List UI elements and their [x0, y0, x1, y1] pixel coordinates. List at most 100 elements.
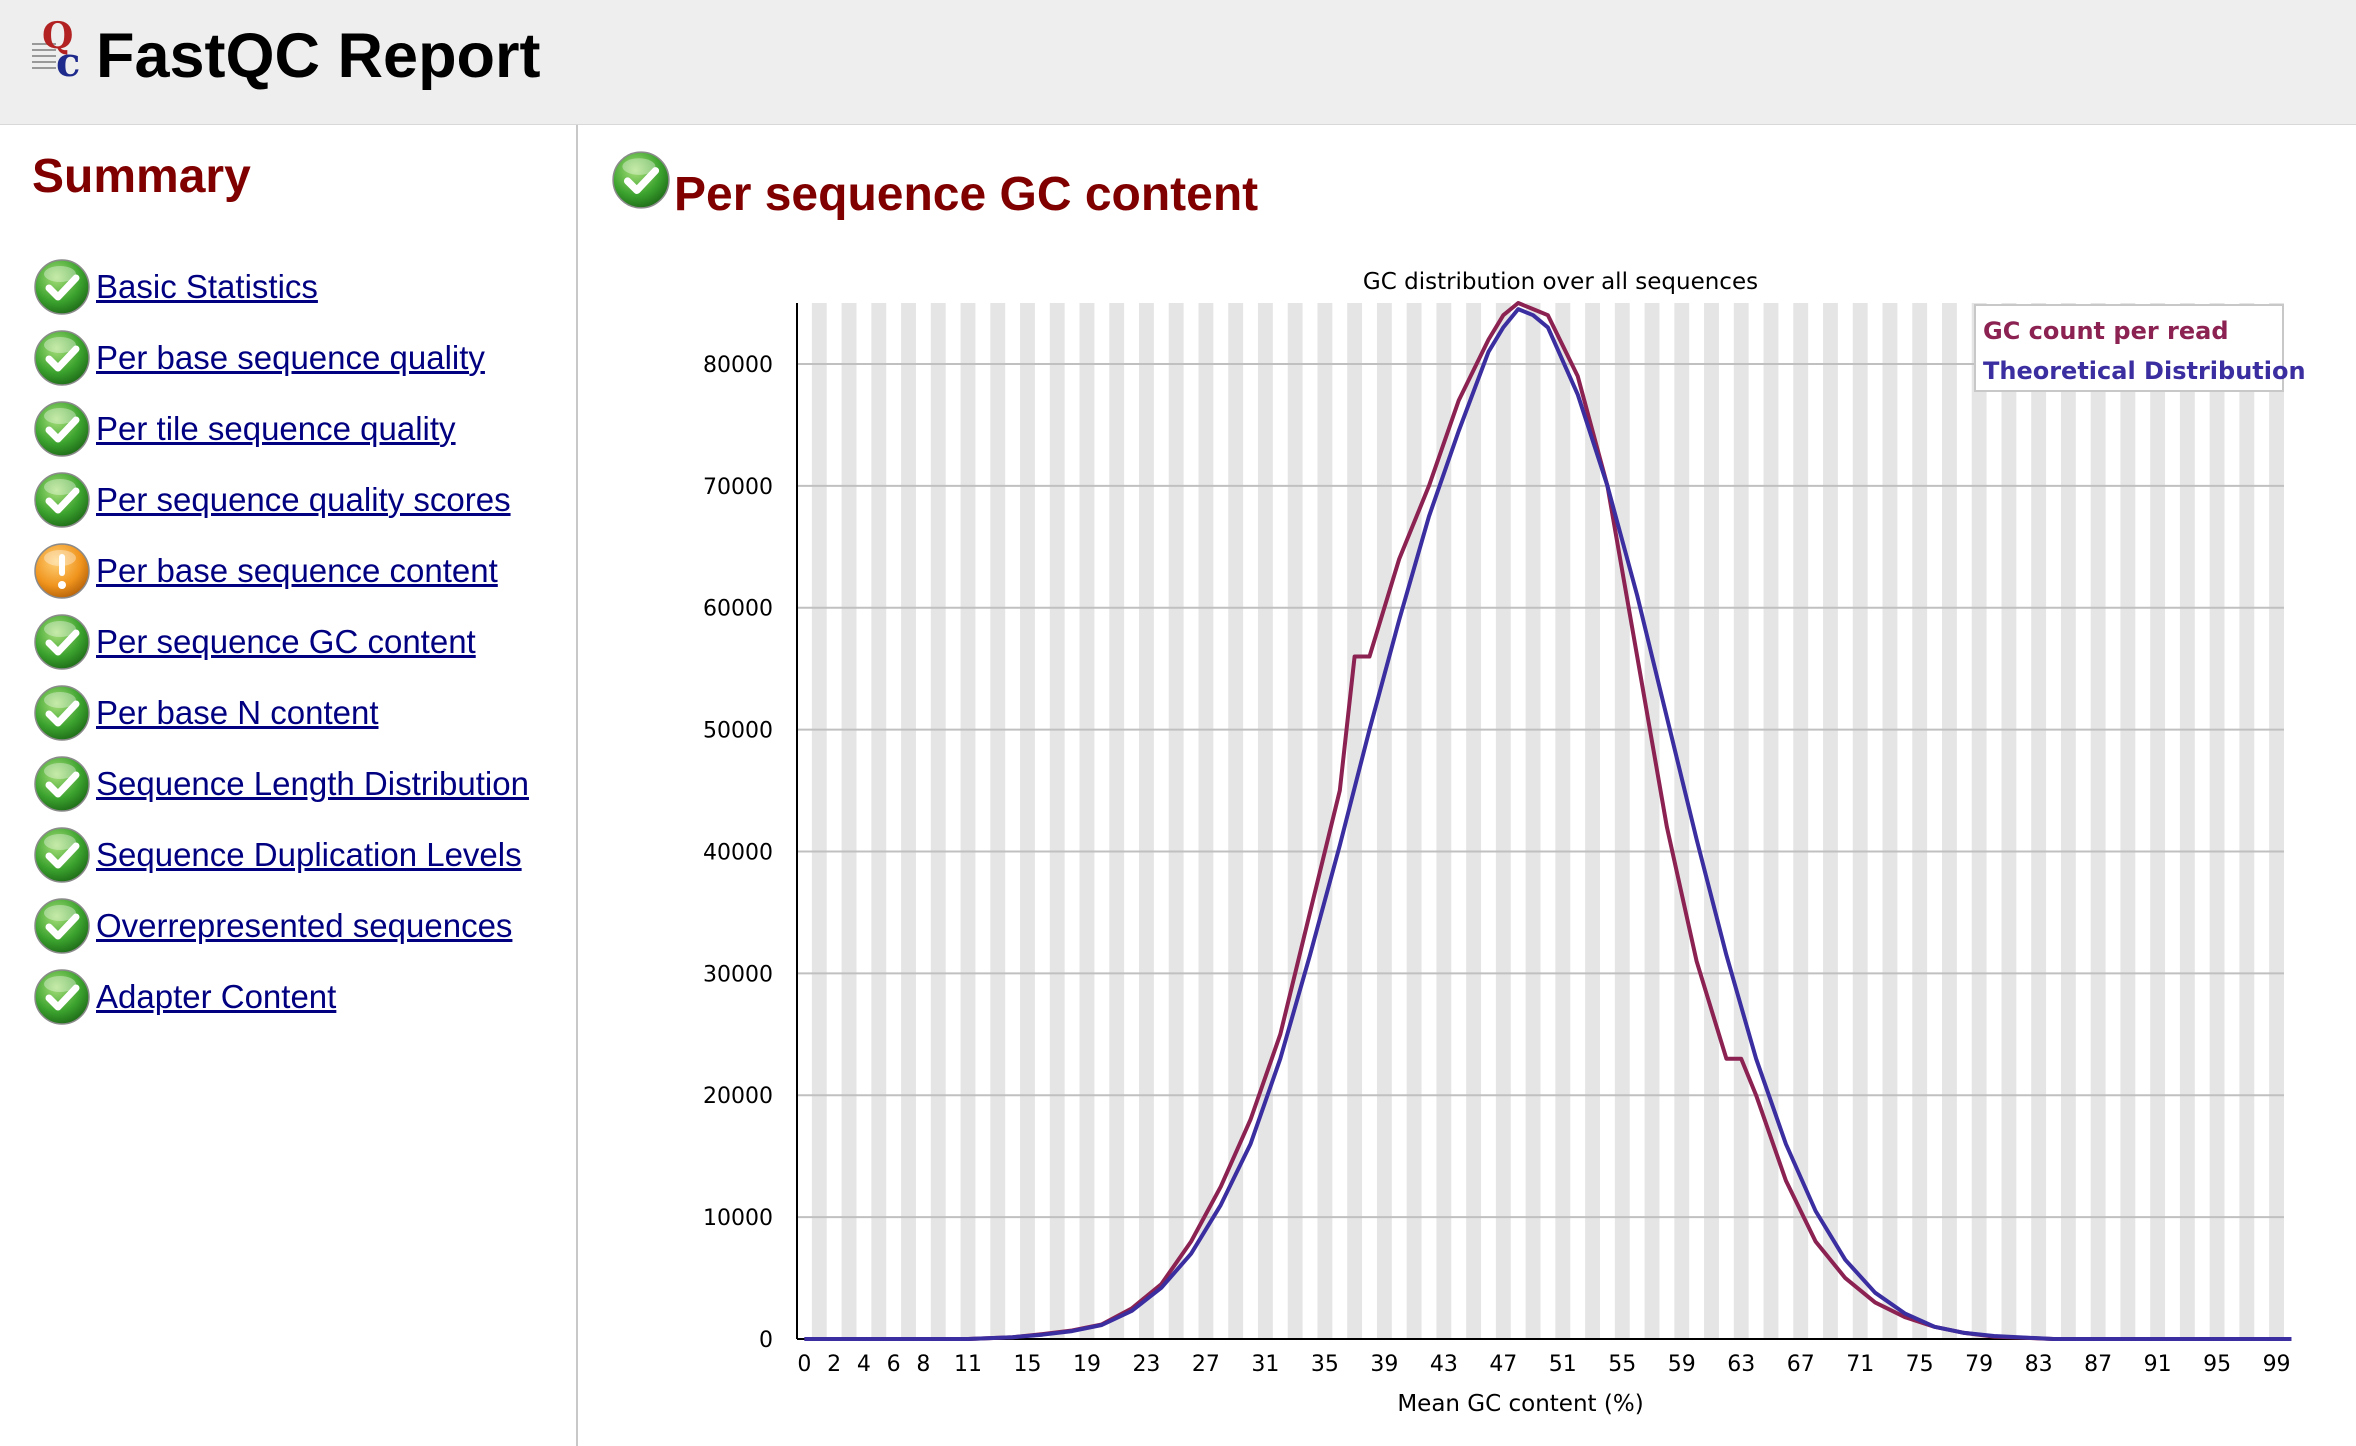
x-tick-label: 75 [1906, 1352, 1934, 1377]
summary-item-per-tile-sequence-quality: Per tile sequence quality [32, 393, 529, 464]
series-line-theoretical-distribution [804, 307, 2292, 1341]
grid-stripe [2209, 303, 2225, 1339]
summary-item-sequence-length-distribution: Sequence Length Distribution [32, 748, 529, 819]
grid-stripe [1525, 303, 1541, 1339]
summary-item-per-base-sequence-quality: Per base sequence quality [32, 322, 529, 393]
x-tick-label: 47 [1489, 1352, 1517, 1377]
summary-link-per-sequence-quality-scores[interactable]: Per sequence quality scores [96, 480, 511, 518]
svg-text:Q: Q [42, 15, 73, 57]
x-tick-label: 8 [916, 1352, 930, 1377]
gc-distribution-chart: 0 10000 20000 30000 40000 50000 60000 70000 8000… [703, 269, 2306, 1417]
x-tick-label: 2 [827, 1352, 841, 1377]
summary-item-adapter-content: Adapter Content [32, 961, 529, 1032]
grid-stripe [1852, 303, 1868, 1339]
grid-stripe [1704, 303, 1719, 1339]
pass-icon [32, 683, 92, 743]
summary-item-per-sequence-gc-content: Per sequence GC content [32, 606, 529, 677]
summary-link-per-base-sequence-quality[interactable]: Per base sequence quality [96, 338, 485, 376]
x-tick-label: 19 [1073, 1352, 1101, 1377]
summary-link-per-base-sequence-content[interactable]: Per base sequence content [96, 551, 498, 589]
summary-list: Basic Statistics Per base sequence quali… [32, 251, 529, 1032]
grid-stripe [2001, 303, 2017, 1339]
pass-icon [610, 149, 672, 211]
summary-item-per-sequence-quality-scores: Per sequence quality scores [32, 464, 529, 535]
grid-stripe [1495, 303, 1511, 1339]
series-line-gc-count-per-read [804, 301, 2292, 1341]
summary-item-sequence-duplication-levels: Sequence Duplication Levels [32, 819, 529, 890]
x-tick-label: 35 [1311, 1352, 1339, 1377]
y-tick-label: 10000 [703, 1206, 773, 1231]
pass-icon [32, 470, 92, 530]
x-tick-label: 15 [1013, 1352, 1041, 1377]
module-panel: Per sequence GC content 0 10000 20000 30000… [578, 125, 2356, 1446]
grid-stripe [1287, 303, 1303, 1339]
grid-stripe [1257, 303, 1273, 1339]
x-tick-label: 55 [1608, 1352, 1636, 1377]
x-tick-label: 67 [1787, 1352, 1815, 1377]
grid-stripe [1139, 303, 1154, 1339]
pass-icon [32, 967, 92, 1027]
report-header: Q c FastQC Report [0, 0, 2356, 125]
svg-text:c: c [56, 39, 80, 80]
summary-link-basic-statistics[interactable]: Basic Statistics [96, 267, 318, 305]
summary-link-overrepresented-sequences[interactable]: Overrepresented sequences [96, 906, 513, 944]
summary-link-per-base-n-content[interactable]: Per base N content [96, 693, 379, 731]
summary-item-overrepresented-sequences: Overrepresented sequences [32, 890, 529, 961]
summary-link-adapter-content[interactable]: Adapter Content [96, 977, 337, 1015]
grid-stripe [1614, 303, 1630, 1339]
grid-stripe [2269, 303, 2284, 1339]
grid-stripe [901, 303, 916, 1339]
pass-icon [32, 825, 92, 885]
grid-stripe [1347, 303, 1363, 1339]
summary-link-sequence-length-distribution[interactable]: Sequence Length Distribution [96, 764, 529, 802]
grid-stripe [2031, 303, 2047, 1339]
summary-item-per-base-n-content: Per base N content [32, 677, 529, 748]
x-tick-label: 71 [1846, 1352, 1874, 1377]
grid-stripe [1793, 303, 1809, 1339]
x-tick-label: 63 [1727, 1352, 1755, 1377]
summary-link-sequence-duplication-levels[interactable]: Sequence Duplication Levels [96, 835, 522, 873]
x-tick-label: 0 [797, 1352, 811, 1377]
y-tick-label: 20000 [703, 1084, 773, 1109]
x-tick-label: 91 [2144, 1352, 2172, 1377]
grid-stripe [1198, 303, 1214, 1339]
grid-stripe [1733, 303, 1749, 1339]
pass-icon [32, 612, 92, 672]
warn-icon [32, 541, 92, 601]
grid-stripe [1436, 303, 1452, 1339]
pass-icon [32, 896, 92, 956]
x-tick-label: 79 [1965, 1352, 1993, 1377]
summary-item-basic-statistics: Basic Statistics [32, 251, 529, 322]
grid-stripe [1466, 303, 1482, 1339]
grid-stripe [1971, 303, 1987, 1339]
grid-stripe [841, 303, 857, 1339]
y-tick-label: 30000 [703, 962, 773, 987]
y-tick-label: 80000 [703, 353, 773, 378]
grid-stripe [1912, 303, 1928, 1339]
x-tick-label: 23 [1132, 1352, 1160, 1377]
pass-icon [32, 257, 92, 317]
summary-link-per-tile-sequence-quality[interactable]: Per tile sequence quality [96, 409, 456, 447]
grid-stripe [1317, 303, 1333, 1339]
grid-stripe [2120, 303, 2136, 1339]
grid-stripe [1049, 303, 1065, 1339]
grid-stripe [1228, 303, 1244, 1339]
grid-stripe [871, 303, 887, 1339]
x-tick-label: 6 [887, 1352, 901, 1377]
grid-stripe [1674, 303, 1690, 1339]
grid-stripe [1941, 303, 1957, 1339]
y-tick-label: 50000 [703, 719, 773, 744]
summary-link-per-sequence-gc-content[interactable]: Per sequence GC content [96, 622, 476, 660]
grid-stripe [930, 303, 946, 1339]
grid-stripe [2239, 303, 2255, 1339]
legend [1974, 304, 2284, 392]
grid-stripe [2060, 303, 2076, 1339]
x-tick-label: 83 [2025, 1352, 2053, 1377]
legend-entry: Theoretical Distribution [1983, 357, 2306, 385]
y-tick-label: 40000 [703, 840, 773, 865]
grid-stripe [1020, 303, 1035, 1339]
x-tick-label: 51 [1549, 1352, 1577, 1377]
grid-stripe [1406, 303, 1422, 1339]
summary-title: Summary [32, 150, 251, 203]
grid-stripe [1079, 303, 1095, 1339]
